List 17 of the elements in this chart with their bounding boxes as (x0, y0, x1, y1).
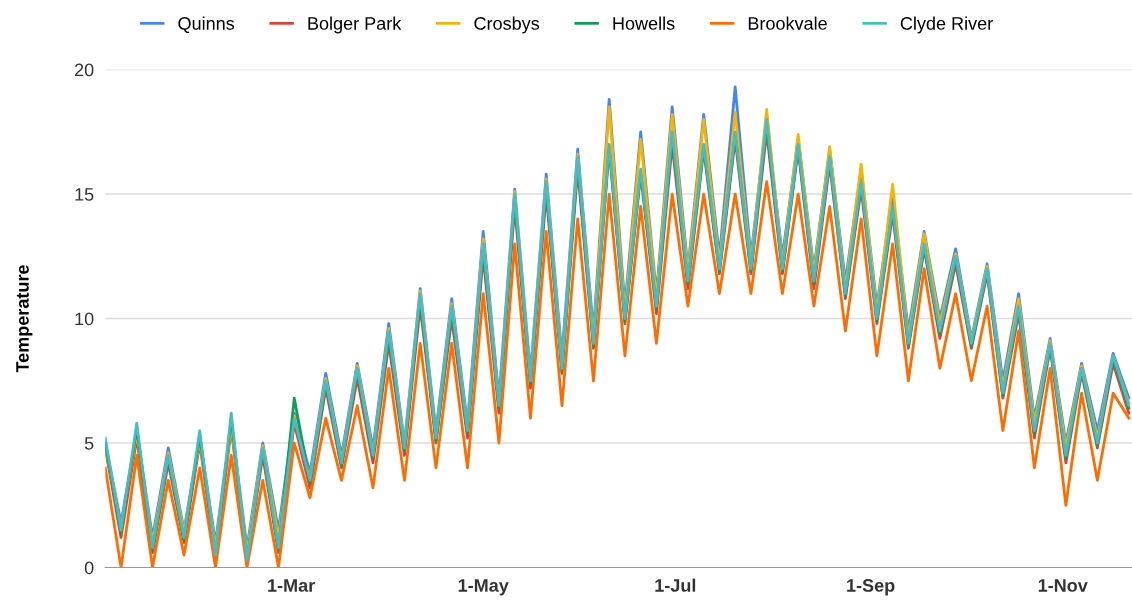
y-tick-label: 20 (74, 63, 94, 77)
x-tick-label: 1-Sep (847, 579, 895, 596)
x-tick-label: 1-Mar (268, 579, 315, 592)
legend-label: Howells (613, 16, 675, 30)
legend-label: Brookvale (748, 16, 827, 30)
y-tick-label: 10 (75, 312, 94, 326)
x-tick-label: 1-May (458, 579, 509, 596)
x-tick-label: 1-Nov (1038, 579, 1088, 592)
legend-label: Clyde River (900, 16, 993, 34)
x-tick-label: 1-Jul (655, 578, 696, 592)
y-axis-title: Temperature (16, 265, 33, 373)
legend-label: Crosbys (474, 16, 540, 34)
y-tick-label: 0 (84, 561, 94, 575)
legend-label: Quinns (178, 16, 235, 34)
y-tick-label: 15 (75, 188, 94, 201)
y-tick-label: 5 (84, 437, 94, 450)
legend-label: Bolger Park (308, 16, 402, 34)
